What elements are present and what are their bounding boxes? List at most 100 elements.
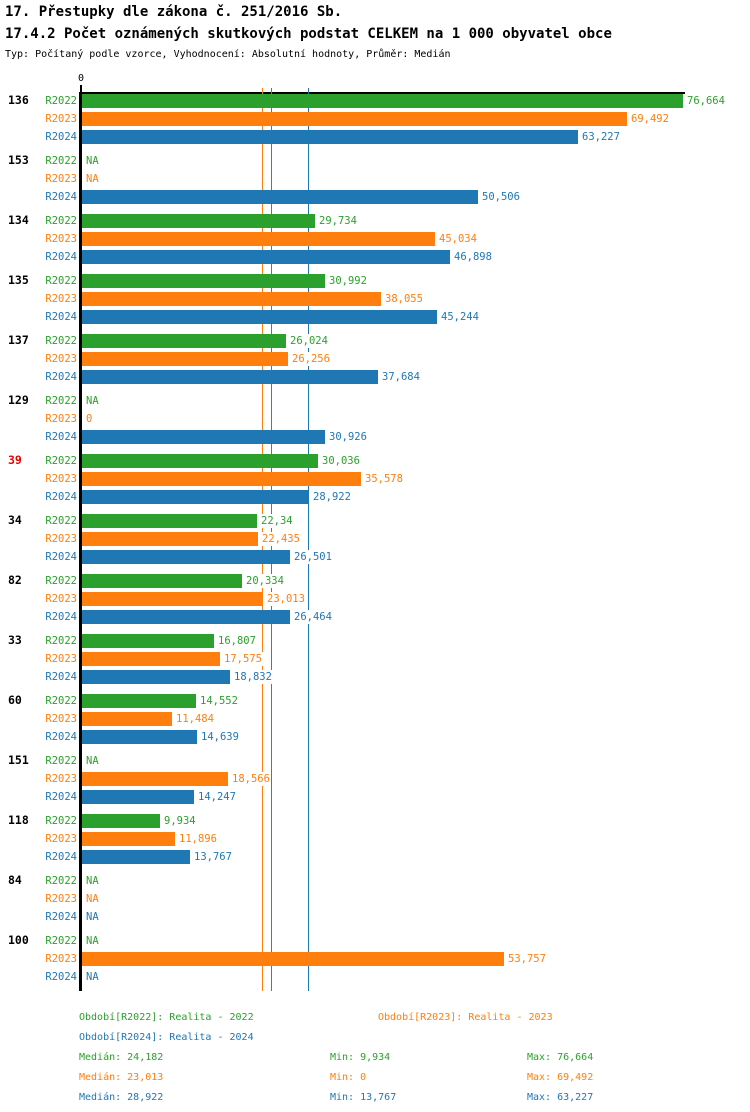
bar-r2023 — [82, 232, 435, 246]
series-row-label-r2024: R2024 — [45, 311, 77, 323]
bar-value-label: NA — [85, 892, 100, 906]
bar-value-label: 69,492 — [630, 112, 670, 126]
bar-r2023 — [82, 832, 175, 846]
bar-value-label: 14,552 — [199, 694, 239, 708]
bar-value-label: 26,256 — [291, 352, 331, 366]
bar-group-label: 153 — [8, 153, 29, 167]
bar-value-label: NA — [85, 172, 100, 186]
bar-value-label: 26,501 — [293, 550, 333, 564]
series-row-label-r2023: R2023 — [45, 953, 77, 965]
stat-min-r2024: Min: 13,767 — [330, 1092, 397, 1103]
bar-r2023 — [82, 712, 172, 726]
bar-r2022 — [82, 694, 196, 708]
bar-value-label: 50,506 — [481, 190, 521, 204]
series-row-label-r2022: R2022 — [45, 455, 77, 467]
series-row-label-r2024: R2024 — [45, 491, 77, 503]
bar-r2022 — [82, 514, 257, 528]
bar-r2023 — [82, 592, 263, 606]
series-row-label-r2022: R2022 — [45, 515, 77, 527]
series-row-label-r2024: R2024 — [45, 251, 77, 263]
bar-value-label: 18,566 — [231, 772, 271, 786]
series-row-label-r2024: R2024 — [45, 851, 77, 863]
bar-value-label: NA — [85, 934, 100, 948]
bar-value-label: 30,036 — [321, 454, 361, 468]
series-row-label-r2022: R2022 — [45, 935, 77, 947]
bar-group-label: 134 — [8, 213, 29, 227]
series-row-label-r2024: R2024 — [45, 911, 77, 923]
bar-r2022 — [82, 574, 242, 588]
series-row-label-r2024: R2024 — [45, 131, 77, 143]
legend-item-r2023: Období[R2023]: Realita - 2023 — [378, 1012, 553, 1023]
bar-r2023 — [82, 352, 288, 366]
stat-max-r2023: Max: 69,492 — [527, 1072, 594, 1083]
bar-r2024 — [82, 370, 378, 384]
bar-r2024 — [82, 850, 190, 864]
series-row-label-r2023: R2023 — [45, 593, 77, 605]
series-row-label-r2024: R2024 — [45, 191, 77, 203]
series-row-label-r2024: R2024 — [45, 671, 77, 683]
bar-group-label: 84 — [8, 873, 22, 887]
bar-value-label: NA — [85, 874, 100, 888]
bar-value-label: 22,435 — [261, 532, 301, 546]
bar-value-label: 14,639 — [200, 730, 240, 744]
bar-value-label: NA — [85, 154, 100, 168]
bar-value-label: 45,244 — [440, 310, 480, 324]
series-row-label-r2023: R2023 — [45, 653, 77, 665]
series-row-label-r2023: R2023 — [45, 353, 77, 365]
bar-r2024 — [82, 310, 437, 324]
bar-r2023 — [82, 772, 228, 786]
bar-value-label: 37,684 — [381, 370, 421, 384]
bar-value-label: 23,013 — [266, 592, 306, 606]
stat-min-r2023: Min: 0 — [330, 1072, 367, 1083]
page-title: 17. Přestupky dle zákona č. 251/2016 Sb. — [5, 4, 343, 20]
bar-value-label: 63,227 — [581, 130, 621, 144]
bar-value-label: 28,922 — [312, 490, 352, 504]
bar-value-label: 53,757 — [507, 952, 547, 966]
stat-median-r2023: Medián: 23,013 — [79, 1072, 164, 1083]
series-row-label-r2024: R2024 — [45, 971, 77, 983]
bar-value-label: 0 — [85, 412, 94, 426]
bar-value-label: 9,934 — [163, 814, 197, 828]
series-row-label-r2022: R2022 — [45, 635, 77, 647]
bar-r2022 — [82, 214, 315, 228]
series-row-label-r2022: R2022 — [45, 395, 77, 407]
bar-r2023 — [82, 472, 361, 486]
bar-value-label: NA — [85, 754, 100, 768]
bar-value-label: 76,664 — [686, 94, 726, 108]
series-row-label-r2022: R2022 — [45, 155, 77, 167]
bar-group-label: 100 — [8, 933, 29, 947]
bar-value-label: 20,334 — [245, 574, 285, 588]
axis-zero-tick-label: 0 — [77, 73, 85, 84]
bar-value-label: 35,578 — [364, 472, 404, 486]
bar-value-label: 17,575 — [223, 652, 263, 666]
stat-max-r2022: Max: 76,664 — [527, 1052, 594, 1063]
series-row-label-r2022: R2022 — [45, 755, 77, 767]
bar-value-label: NA — [85, 970, 100, 984]
bar-value-label: 29,734 — [318, 214, 358, 228]
series-row-label-r2023: R2023 — [45, 833, 77, 845]
bar-r2024 — [82, 190, 478, 204]
series-row-label-r2022: R2022 — [45, 815, 77, 827]
bar-r2024 — [82, 130, 578, 144]
bar-value-label: 45,034 — [438, 232, 478, 246]
bar-group-label: 39 — [8, 453, 22, 467]
series-row-label-r2023: R2023 — [45, 773, 77, 785]
bar-group-label: 60 — [8, 693, 22, 707]
bar-value-label: 22,34 — [260, 514, 294, 528]
bar-r2023 — [82, 652, 220, 666]
bar-r2022 — [82, 94, 683, 108]
bar-r2024 — [82, 610, 290, 624]
axis-top-line — [81, 92, 685, 94]
legend-item-r2024: Období[R2024]: Realita - 2024 — [79, 1032, 254, 1043]
bar-r2022 — [82, 334, 286, 348]
series-row-label-r2023: R2023 — [45, 233, 77, 245]
bar-value-label: 13,767 — [193, 850, 233, 864]
bar-value-label: 26,024 — [289, 334, 329, 348]
series-row-label-r2024: R2024 — [45, 731, 77, 743]
series-row-label-r2023: R2023 — [45, 293, 77, 305]
stat-median-r2024: Medián: 28,922 — [79, 1092, 164, 1103]
bar-r2023 — [82, 952, 504, 966]
series-row-label-r2022: R2022 — [45, 95, 77, 107]
series-row-label-r2024: R2024 — [45, 611, 77, 623]
